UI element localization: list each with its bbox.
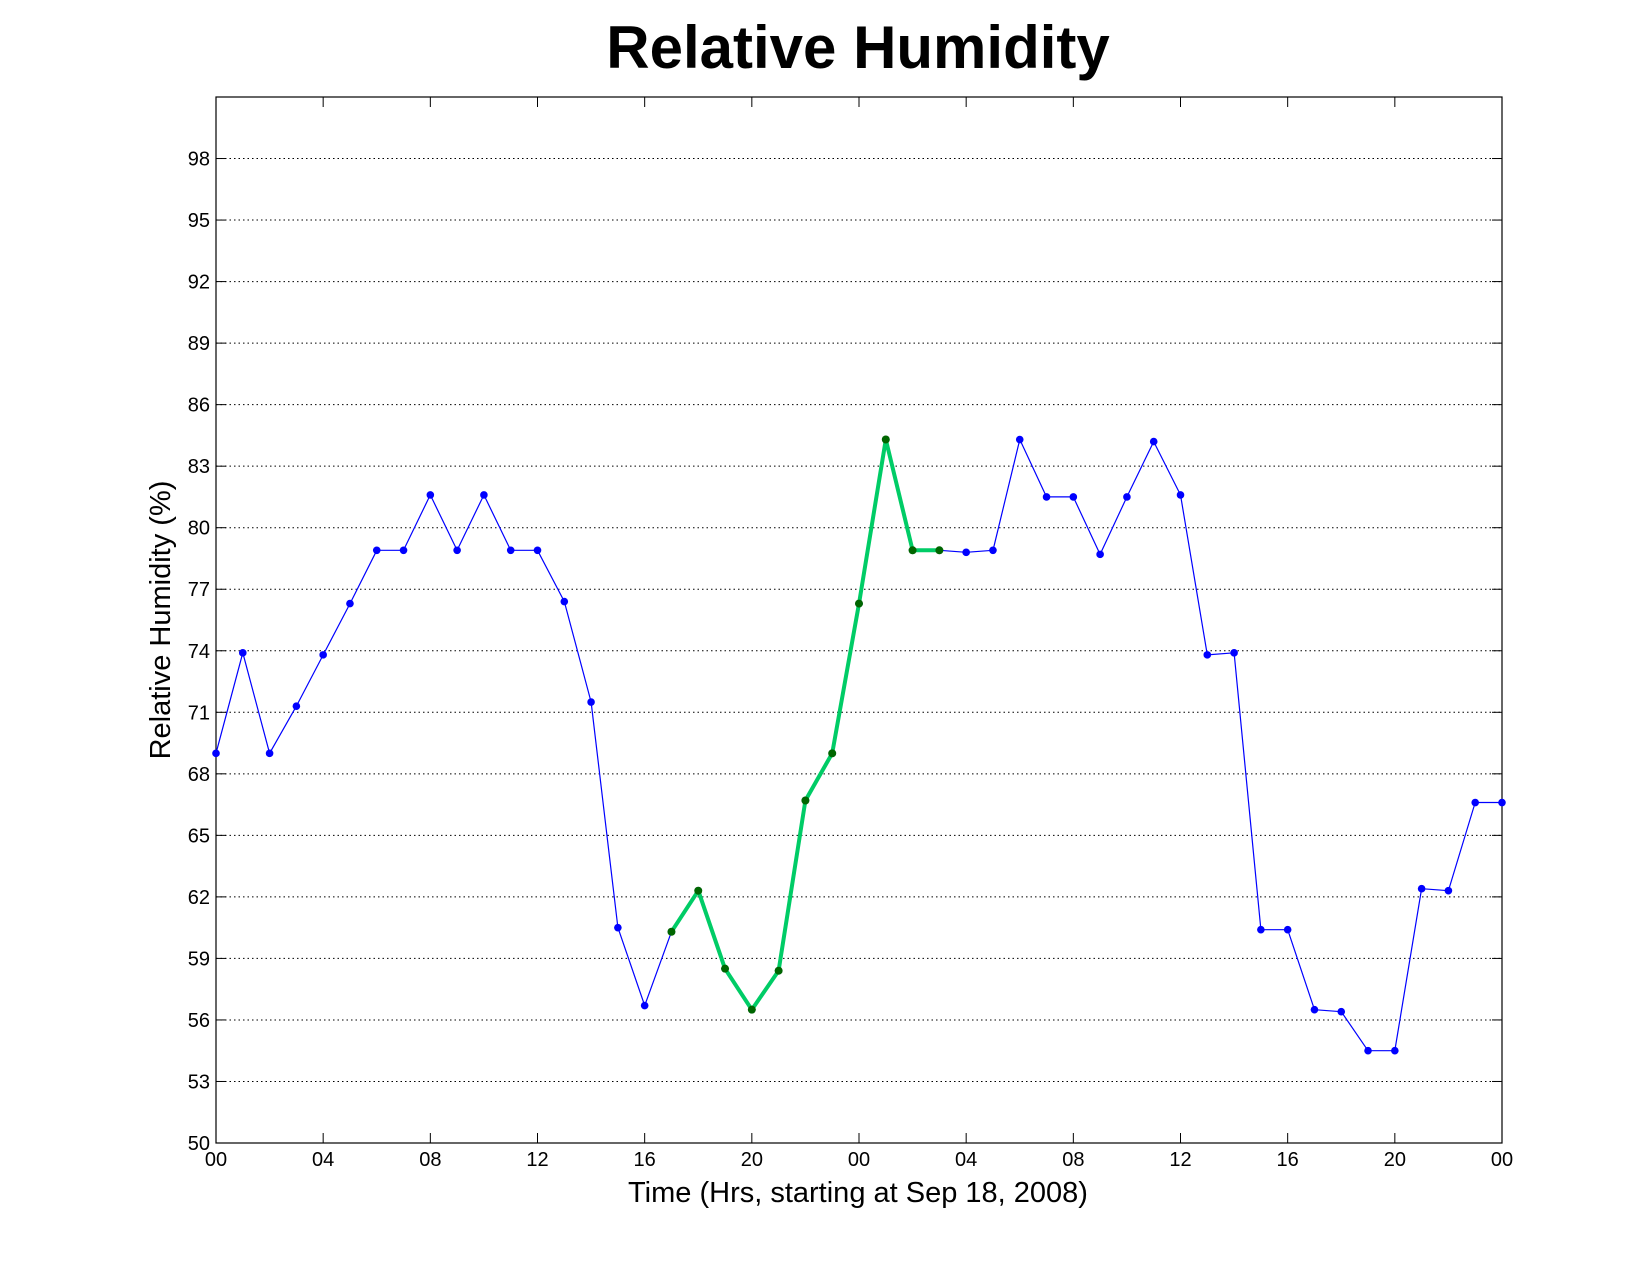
data-point-blue [533, 546, 542, 555]
y-tick-label: 71 [188, 702, 210, 724]
y-tick-label: 98 [188, 149, 210, 171]
data-point-blue [989, 546, 997, 555]
data-point-green [721, 964, 730, 973]
data-point-blue [614, 923, 622, 932]
y-axis-label: Relative Humidity (%) [145, 481, 177, 760]
x-tick-label: 04 [312, 1149, 334, 1171]
grid-lines [216, 158, 1502, 1082]
y-tick-label: 92 [188, 272, 210, 294]
data-point-blue [506, 546, 515, 555]
data-point-blue [319, 651, 327, 659]
data-point-blue [212, 749, 220, 758]
data-point-blue [1096, 550, 1104, 559]
chart-title: Relative Humidity [606, 14, 1110, 81]
y-tick-label: 83 [188, 456, 210, 478]
data-point-blue [1444, 886, 1453, 895]
data-point-blue [1391, 1046, 1399, 1055]
data-point-blue [587, 698, 595, 706]
data-point-blue [1471, 798, 1480, 807]
x-tick-label: 04 [955, 1149, 977, 1171]
x-tick-label: 16 [634, 1149, 656, 1171]
x-tick-label: 12 [1169, 1149, 1191, 1171]
data-point-green [908, 546, 917, 555]
data-point-blue [1257, 925, 1265, 934]
data-point-blue [292, 702, 301, 710]
y-tick-label: 62 [188, 887, 210, 909]
data-point-blue [265, 749, 274, 758]
data-point-blue [1149, 437, 1158, 446]
data-point-blue [1417, 884, 1426, 893]
data-point-green [935, 546, 944, 555]
y-tick-label: 50 [188, 1133, 210, 1155]
data-point-blue [399, 546, 408, 555]
series-line-green [669, 437, 940, 1012]
data-point-blue [426, 491, 435, 499]
data-point-blue [1310, 1005, 1319, 1014]
axis-ticks: 50 53 56 59 62 65 68 71 74 77 80 83 86 89 92 95 98 00 04 08… [188, 97, 1513, 1171]
series-line-blue [215, 438, 1502, 1052]
data-point-blue [1042, 493, 1051, 501]
y-tick-label: 77 [188, 579, 210, 601]
data-point-blue [1069, 493, 1078, 501]
data-point-green [747, 1005, 756, 1014]
data-point-blue [1123, 493, 1131, 501]
y-tick-label: 89 [188, 333, 210, 355]
data-point-blue [1230, 649, 1238, 657]
x-tick-label: 00 [1491, 1149, 1513, 1171]
x-tick-label: 12 [526, 1149, 548, 1171]
data-point-green [774, 966, 783, 975]
data-point-blue [238, 649, 247, 657]
x-tick-label: 08 [1062, 1149, 1084, 1171]
data-series [212, 435, 1506, 1055]
data-point-blue [1364, 1046, 1372, 1055]
data-point-blue [1176, 491, 1185, 499]
x-tick-label: 20 [741, 1149, 763, 1171]
y-tick-label: 80 [188, 518, 210, 540]
data-point-blue [962, 548, 970, 557]
x-tick-label: 08 [419, 1149, 441, 1171]
data-point-blue [372, 546, 381, 555]
data-point-blue [1337, 1007, 1346, 1016]
data-point-blue [560, 597, 569, 606]
x-axis-label: Time (Hrs, starting at Sep 18, 2008) [628, 1177, 1088, 1209]
x-tick-label: 20 [1384, 1149, 1406, 1171]
data-point-blue [640, 1001, 649, 1010]
data-point-green [801, 796, 810, 805]
x-tick-label: 16 [1277, 1149, 1299, 1171]
data-point-green [694, 886, 703, 895]
y-tick-label: 86 [188, 395, 210, 417]
plot-frame [215, 96, 1503, 1144]
y-tick-label: 74 [188, 641, 210, 663]
data-point-blue [1498, 798, 1506, 807]
data-point-blue [1283, 925, 1292, 934]
data-point-green [881, 435, 890, 444]
data-point-green [855, 599, 863, 608]
y-tick-label: 65 [188, 825, 210, 847]
data-point-blue [346, 599, 354, 608]
y-tick-label: 59 [188, 948, 210, 970]
y-tick-label: 68 [188, 764, 210, 786]
data-point-green [667, 927, 676, 936]
y-tick-label: 95 [188, 210, 210, 232]
data-point-blue [480, 491, 488, 499]
data-point-blue [453, 546, 461, 555]
x-tick-label: 00 [205, 1149, 227, 1171]
data-point-green [828, 749, 837, 758]
x-tick-label: 00 [848, 1149, 870, 1171]
y-tick-label: 56 [188, 1010, 210, 1032]
data-point-blue [1203, 651, 1212, 659]
y-tick-label: 53 [188, 1071, 210, 1093]
data-point-blue [1015, 435, 1024, 444]
